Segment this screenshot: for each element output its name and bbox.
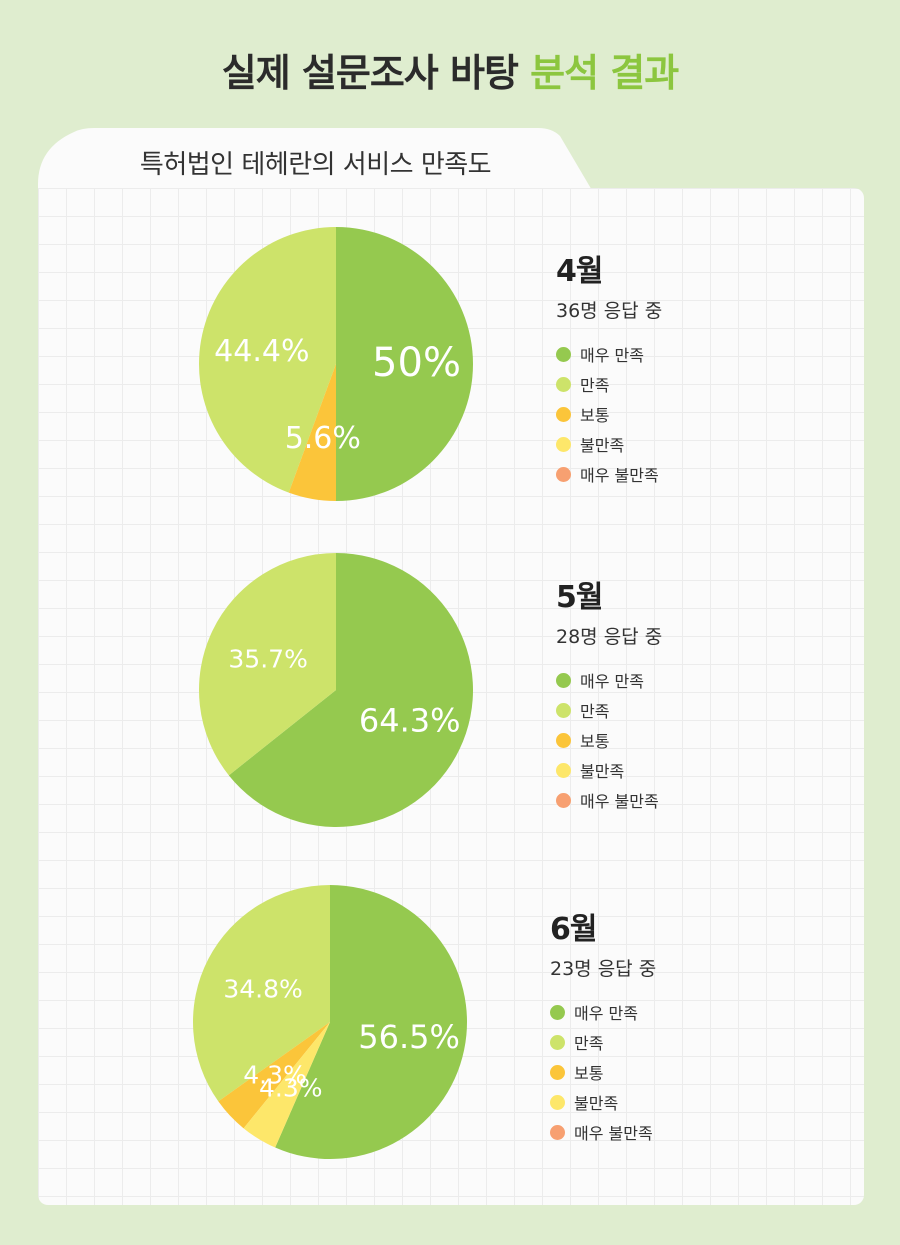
- legend-label: 보통: [580, 732, 610, 751]
- legend-swatch: [556, 466, 571, 482]
- legend-swatch: [556, 672, 571, 688]
- legend-swatch: [556, 406, 571, 422]
- legend-label: 불만족: [580, 762, 625, 781]
- legend-swatch: [550, 1004, 565, 1020]
- pie-slice-satisfied: [193, 885, 330, 1102]
- legend-item-very-dissatisfied: 매우 불만족: [556, 459, 662, 489]
- legend-swatch: [550, 1034, 565, 1050]
- legend-label: 매우 불만족: [574, 1124, 653, 1143]
- data-label-very-satisfied: 56.5%: [358, 1018, 460, 1056]
- pie-chart-june: 56.5% 34.8% 4.3%4.3%: [193, 885, 468, 1159]
- section-tab: 특허법인 테헤란의 서비스 만족도: [38, 128, 593, 192]
- legend-label: 매우 만족: [574, 1004, 638, 1023]
- legend-item-dissatisfied: 불만족: [556, 755, 662, 785]
- legend-swatch: [556, 376, 571, 392]
- legend-item-satisfied: 만족: [550, 1027, 656, 1057]
- pie-chart-april: 50% 44.4% 5.6%: [199, 227, 473, 501]
- legend-swatch: [556, 762, 571, 778]
- legend-swatch: [550, 1094, 565, 1110]
- month-label: 6월: [550, 912, 597, 947]
- title-accent: 분석 결과: [530, 51, 679, 95]
- legend-item-very-satisfied: 매우 만족: [550, 997, 656, 1027]
- legend-label: 만족: [580, 376, 610, 395]
- legend-item-very-dissatisfied: 매우 불만족: [550, 1117, 656, 1147]
- page-title: 실제 설문조사 바탕 분석 결과: [0, 42, 900, 97]
- legend-label: 매우 불만족: [580, 792, 659, 811]
- month-label: 5월: [556, 580, 603, 615]
- month-label: 4월: [556, 254, 603, 289]
- pie-slice-satisfied: [199, 553, 336, 776]
- legend-swatch: [556, 792, 571, 808]
- data-label-dissatisfied: 4.3%: [259, 1073, 323, 1102]
- data-label-neutral: 4.3%: [243, 1061, 307, 1090]
- data-label-satisfied: 34.8%: [223, 974, 302, 1003]
- respondent-count: 28명 응답 중: [556, 626, 663, 648]
- legend-item-very-satisfied: 매우 만족: [556, 339, 662, 369]
- legend-item-neutral: 보통: [556, 725, 662, 755]
- legend-label: 불만족: [574, 1094, 619, 1113]
- data-label-satisfied: 35.7%: [228, 644, 307, 673]
- respondent-count: 23명 응답 중: [550, 958, 657, 980]
- pie-slice-very-satisfied: [275, 885, 468, 1159]
- legend-label: 보통: [580, 406, 610, 425]
- legend-item-neutral: 보통: [556, 399, 662, 429]
- legend-swatch: [556, 346, 571, 362]
- legend-swatch: [556, 702, 571, 718]
- title-main: 실제 설문조사 바탕: [221, 51, 531, 95]
- legend-label: 만족: [574, 1034, 604, 1053]
- pie-slice-very-satisfied: [336, 227, 473, 501]
- data-label-neutral: 5.6%: [285, 421, 361, 456]
- pie-slice-satisfied: [199, 227, 336, 493]
- legend-item-satisfied: 만족: [556, 369, 662, 399]
- legend-item-satisfied: 만족: [556, 695, 662, 725]
- pie-slice-neutral: [288, 364, 336, 501]
- data-label-very-satisfied: 64.3%: [359, 702, 461, 740]
- legend-swatch: [556, 436, 571, 452]
- legend-item-very-satisfied: 매우 만족: [556, 665, 662, 695]
- legend-swatch: [556, 732, 571, 748]
- legend-label: 보통: [574, 1064, 604, 1083]
- legend-item-dissatisfied: 불만족: [550, 1087, 656, 1117]
- pie-slice-dissatisfied: [243, 1022, 330, 1148]
- legend-label: 매우 만족: [580, 346, 644, 365]
- data-label-satisfied: 44.4%: [214, 334, 309, 369]
- respondent-count: 36명 응답 중: [556, 300, 663, 322]
- data-label-very-satisfied: 50%: [372, 340, 461, 386]
- legend-label: 매우 만족: [580, 672, 644, 691]
- legend-label: 만족: [580, 702, 610, 721]
- pie-chart-may: 64.3% 35.7%: [199, 553, 473, 827]
- legend-label: 매우 불만족: [580, 466, 659, 485]
- tab-label: 특허법인 테헤란의 서비스 만족도: [139, 150, 492, 180]
- legend-item-dissatisfied: 불만족: [556, 429, 662, 459]
- legend-label: 불만족: [580, 436, 625, 455]
- chart-panel: 50% 44.4% 5.6% 4월 36명 응답 중 매우 만족 만족 보통 불만족 매우 …: [38, 188, 864, 1205]
- pie-slice-very-satisfied: [228, 553, 473, 827]
- legend-swatch: [550, 1124, 565, 1140]
- legend-item-neutral: 보통: [550, 1057, 656, 1087]
- legend-swatch: [550, 1064, 565, 1080]
- tab-shape: [38, 128, 593, 192]
- legend-item-very-dissatisfied: 매우 불만족: [556, 785, 662, 815]
- pie-slice-neutral: [218, 1022, 330, 1129]
